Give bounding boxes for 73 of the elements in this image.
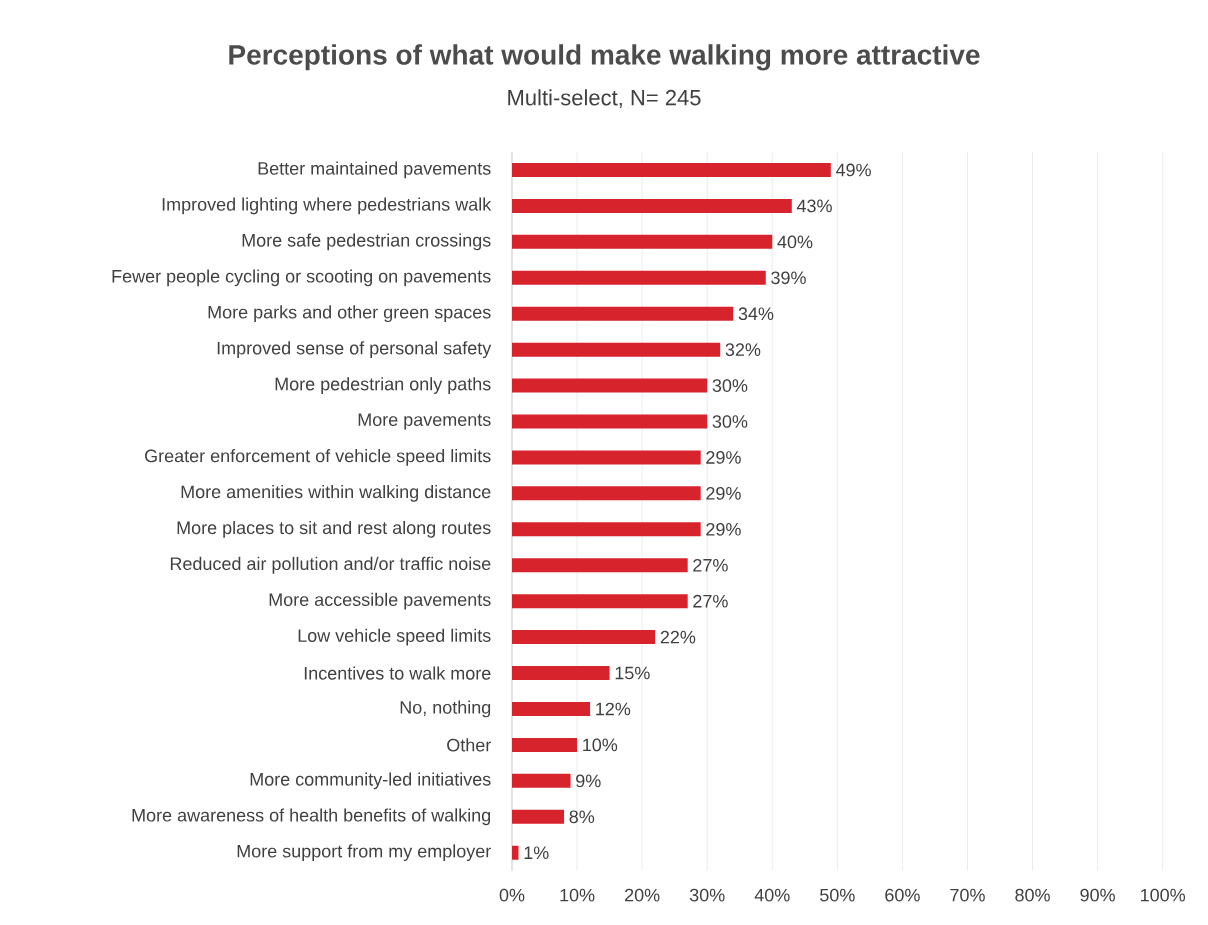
bar [512,809,565,824]
x-tick-label: 100% [1141,888,1186,902]
data-label: 30% [712,379,748,392]
data-label: 27% [693,558,728,572]
x-tick-label: 50% [820,888,855,902]
data-label: 27% [693,594,728,608]
x-tick-label: 20% [625,888,660,902]
bar [512,234,773,249]
bar [512,486,701,501]
data-label: 22% [660,630,696,644]
data-label: 34% [738,307,774,320]
data-label: 10% [583,738,618,752]
bar [512,342,721,357]
bar [512,198,792,213]
bar [512,558,688,573]
y-tick-label: Low vehicle speed limits [298,628,491,646]
data-label: 12% [596,702,631,716]
data-label: 43% [796,199,832,213]
bar [512,522,701,537]
y-tick-label: Fewer people cycling or scooting on pavements [112,269,491,287]
chart-title: Perceptions of what would make walking more attractive [229,44,980,71]
bar [512,845,519,860]
bar [512,594,688,609]
y-tick-label: More safe pedestrian crossings [242,233,491,251]
x-tick-label: 30% [689,888,725,902]
data-label: 29% [706,450,741,464]
y-tick-label: More community-led initiatives [250,772,491,790]
x-tick-label: 80% [1015,888,1050,902]
bar [512,270,766,285]
y-tick-label: More pedestrian only paths [275,377,491,394]
data-label: 1% [524,846,549,859]
y-tick-label: Reduced air pollution and/or traffic noise [170,556,491,574]
data-label: 40% [777,235,813,249]
x-tick-label: 40% [754,888,790,902]
bar [512,306,734,321]
x-tick-label: 90% [1080,888,1115,902]
bar [512,162,831,177]
y-tick-label: More support from my employer [237,844,491,861]
y-tick-label: Other [447,738,491,752]
x-tick-label: 70% [950,888,985,902]
data-label: 15% [615,666,650,680]
y-tick-label: Incentives to walk more [304,666,491,680]
x-tick-label: 60% [885,888,920,902]
y-tick-label: More awareness of health benefits of walking [132,808,491,826]
bar [512,378,708,393]
bar [512,737,578,752]
y-tick-label: No, nothing [400,700,491,718]
data-label: 29% [706,522,741,536]
data-label: 9% [576,774,601,788]
data-label: 32% [725,343,761,356]
data-label: 49% [835,163,871,177]
x-tick-label: 10% [560,888,595,902]
y-tick-label: More amenities within walking distance [181,484,491,502]
y-tick-label: Better maintained pavements [258,161,491,179]
y-tick-label: Improved sense of personal safety [217,341,492,358]
x-tick-label: 0% [499,888,525,902]
y-tick-label: Improved lighting where pedestrians walk [162,197,492,215]
y-tick-label: More parks and other green spaces [208,305,491,322]
y-tick-label: Greater enforcement of vehicle speed limits [145,448,491,466]
bar [512,665,610,680]
data-label: 39% [771,271,806,284]
bar [512,450,701,465]
data-label: 8% [569,810,595,823]
data-label: 30% [712,414,748,428]
data-label: 29% [706,486,741,500]
bar [512,629,656,644]
bar [512,414,708,429]
bar [512,701,591,716]
y-tick-label: More pavements [358,413,491,430]
y-tick-label: More places to sit and rest along routes [177,520,491,538]
bar [512,773,571,788]
chart-subtitle: Multi-select, N= 245 [508,89,701,108]
y-tick-label: More accessible pavements [269,592,491,610]
